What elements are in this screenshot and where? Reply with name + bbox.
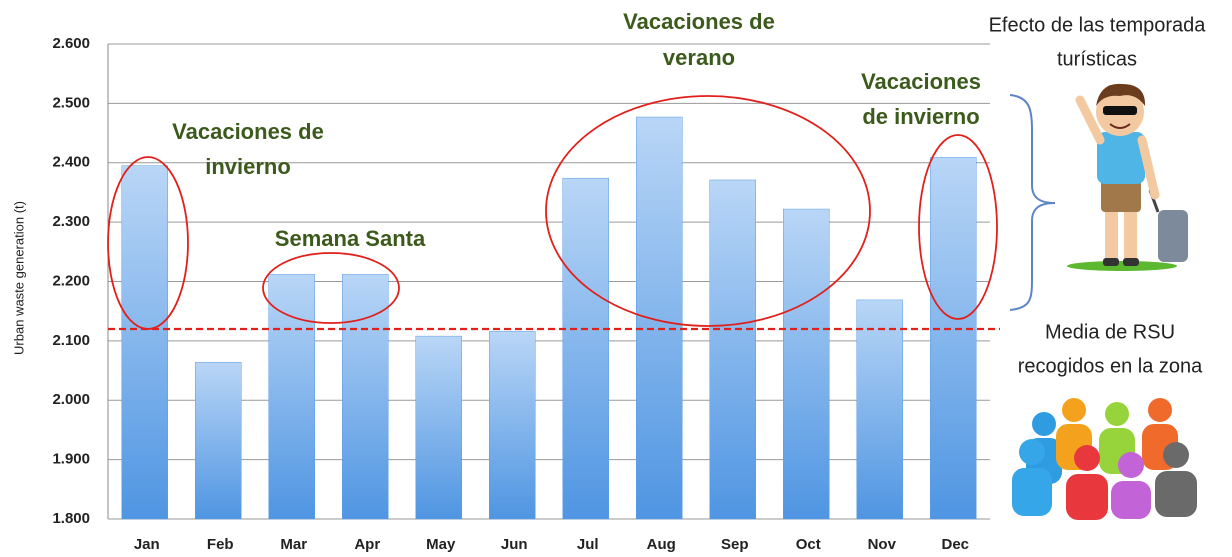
x-tick-label: Nov [868, 536, 897, 553]
bar [636, 117, 682, 519]
bar [857, 300, 903, 519]
bar [489, 331, 535, 519]
annotation: Vacaciones de [172, 119, 324, 144]
annotation: recogidos en la zona [1018, 355, 1203, 377]
y-tick-label: 2.300 [52, 213, 90, 230]
annotation: Semana Santa [275, 226, 426, 251]
x-tick-label: Apr [354, 536, 380, 553]
annotation: invierno [205, 154, 291, 179]
x-tick-label: Feb [207, 536, 234, 553]
brace [1010, 95, 1055, 310]
annotation: Vacaciones [861, 69, 981, 94]
x-tick-label: May [426, 536, 456, 553]
bar [563, 178, 609, 519]
bar [416, 336, 462, 519]
annotation: verano [663, 45, 735, 70]
y-axis-label: Urban waste generation (t) [11, 201, 26, 355]
y-tick-label: 2.100 [52, 332, 90, 349]
x-tick-label: Dec [941, 536, 969, 553]
x-tick-label: Oct [796, 536, 821, 553]
bar [930, 157, 976, 519]
x-tick-label: Jul [577, 536, 599, 553]
x-tick-label: Sep [721, 536, 749, 553]
bar [783, 209, 829, 519]
y-tick-label: 2.400 [52, 154, 90, 171]
chart: 1.800 1.900 2.000 2.100 2.200 2.300 2.400 2.500… [0, 0, 1232, 557]
annotation: de invierno [862, 104, 979, 129]
bar [710, 180, 756, 519]
annotation: Media de RSU [1045, 321, 1175, 343]
y-tick-label: 1.800 [52, 510, 90, 527]
y-tick-label: 2.000 [52, 391, 90, 408]
x-tick-label: Jan [134, 536, 160, 553]
bar [269, 274, 315, 519]
y-tick-label: 2.600 [52, 35, 90, 52]
page: {"chart_data": { "type": "bar", "y_label… [0, 0, 1232, 557]
y-tick-label: 2.200 [52, 272, 90, 289]
y-tick-label: 2.500 [52, 94, 90, 111]
y-tick-label: 1.900 [52, 451, 90, 468]
annotation: Vacaciones de [623, 9, 775, 34]
bar [122, 166, 168, 519]
crowd-icon [1012, 398, 1197, 520]
x-tick-label: Mar [280, 536, 307, 553]
x-tick-label: Aug [647, 536, 676, 553]
annotation: Efecto de las temporada [989, 14, 1207, 36]
bar [195, 362, 241, 519]
annotation: turísticas [1057, 48, 1137, 70]
x-tick-label: Jun [501, 536, 528, 553]
tourist-icon [1067, 84, 1188, 271]
